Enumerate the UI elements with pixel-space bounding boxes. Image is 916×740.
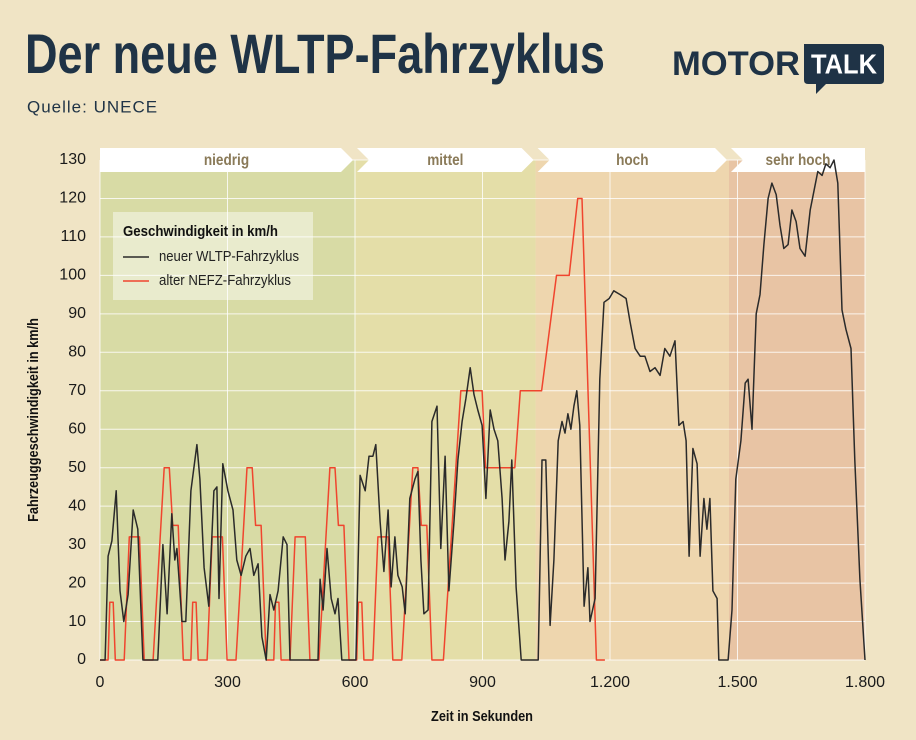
phase-label: mittel — [427, 152, 463, 169]
y-tick-label: 90 — [68, 305, 86, 322]
x-tick-label: 1.500 — [717, 674, 757, 691]
logo-text: MOTOR — [672, 45, 800, 83]
legend-label: neuer WLTP-Fahrzyklus — [159, 248, 299, 265]
y-tick-label: 30 — [68, 536, 86, 553]
logo-bubble — [804, 44, 884, 94]
x-tick-label: 600 — [342, 674, 369, 691]
x-tick-label: 900 — [469, 674, 496, 691]
y-tick-label: 130 — [59, 151, 86, 168]
phase-label: hoch — [616, 152, 648, 169]
y-tick-label: 20 — [68, 574, 86, 591]
data-line — [100, 197, 605, 661]
legend-box — [113, 212, 313, 300]
x-tick-label: 300 — [214, 674, 241, 691]
y-tick-label: 120 — [59, 190, 86, 207]
y-tick-label: 40 — [68, 497, 86, 514]
y-tick-label: 100 — [59, 267, 86, 284]
y-tick-label: 50 — [68, 459, 86, 476]
source: Quelle: UNECE — [27, 97, 158, 116]
phase-band — [535, 160, 729, 660]
x-tick-label: 1.800 — [845, 674, 885, 691]
y-tick-label: 110 — [60, 228, 86, 245]
x-tick-label: 1.200 — [590, 674, 630, 691]
legend-title: Geschwindigkeit in km/h — [123, 223, 278, 240]
y-tick-label: 60 — [68, 420, 86, 437]
phase-banner — [537, 148, 727, 172]
y-tick-label: 0 — [77, 651, 86, 668]
y-tick-label: 80 — [68, 344, 86, 361]
y-tick-label: 70 — [68, 382, 86, 399]
y-tick-label: 10 — [68, 613, 86, 630]
phase-banner — [357, 148, 534, 172]
x-axis-label: Zeit in Sekunden — [431, 707, 533, 724]
phase-band — [355, 160, 536, 660]
legend-label: alter NEFZ-Fahrzyklus — [159, 272, 291, 289]
phase-banner — [100, 148, 353, 172]
logo-text: TALK — [811, 48, 877, 79]
data-line — [100, 159, 866, 661]
chart-title: Der neue WLTP-Fahrzyklus — [25, 22, 605, 85]
x-tick-label: 0 — [96, 674, 105, 691]
y-axis-label: Fahrzeuggeschwindigkeit in km/h — [24, 318, 41, 522]
phase-label: sehr hoch — [766, 152, 831, 169]
phase-band — [729, 160, 865, 660]
phase-label: niedrig — [204, 152, 249, 169]
